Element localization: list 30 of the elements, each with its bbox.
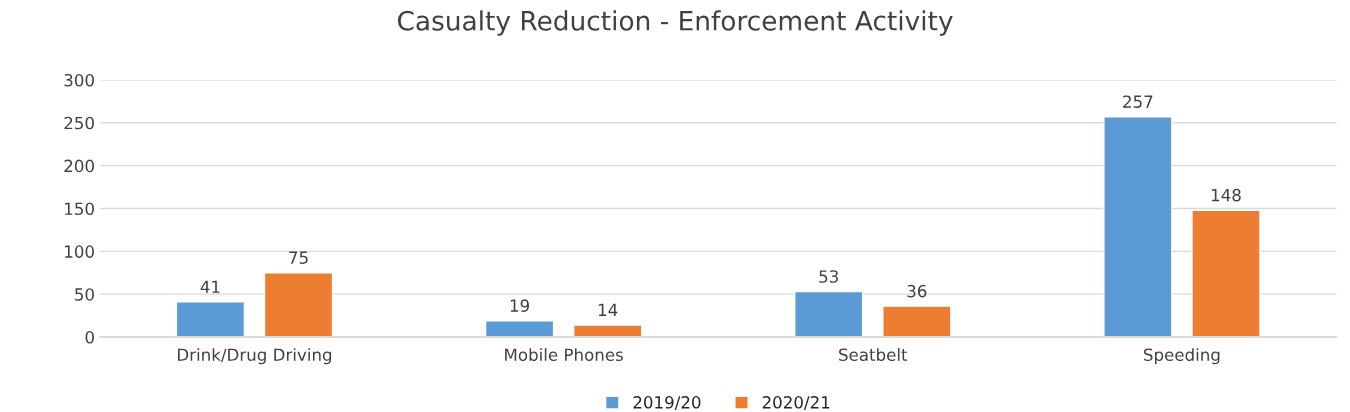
bar <box>1191 209 1261 338</box>
data-label: 36 <box>907 284 927 298</box>
data-label: 14 <box>598 303 618 316</box>
data-label: 19 <box>510 299 529 312</box>
bar <box>882 305 952 338</box>
y-tick-label: 0 <box>85 330 94 344</box>
data-label: 41 <box>200 280 220 293</box>
chart-title: Casualty Reduction - Enforcement Activity <box>397 10 953 36</box>
legend-label: 2020/21 <box>762 396 830 410</box>
bar <box>263 272 334 338</box>
bar <box>794 290 864 338</box>
x-tick-label: Speeding <box>1144 348 1220 365</box>
x-tick-label: Seatbelt <box>839 348 908 362</box>
y-tick-label: 300 <box>64 73 94 87</box>
bar <box>484 320 555 338</box>
y-tick-label: 150 <box>65 202 94 216</box>
y-tick-label: 200 <box>64 159 94 173</box>
legend-label: 2019/20 <box>633 396 701 410</box>
x-tick-label: Drink/Drug Driving <box>178 348 332 365</box>
data-label: 257 <box>1123 95 1153 108</box>
y-tick-label: 250 <box>64 116 94 130</box>
bar <box>175 301 246 338</box>
bar <box>572 324 643 338</box>
data-label: 148 <box>1211 188 1241 202</box>
y-tick-label: 50 <box>75 288 94 301</box>
data-label: 53 <box>819 270 838 283</box>
data-label: 75 <box>289 251 308 264</box>
bar <box>1103 116 1173 338</box>
x-tick-label: Mobile Phones <box>505 348 623 362</box>
y-tick-label: 100 <box>65 245 94 258</box>
